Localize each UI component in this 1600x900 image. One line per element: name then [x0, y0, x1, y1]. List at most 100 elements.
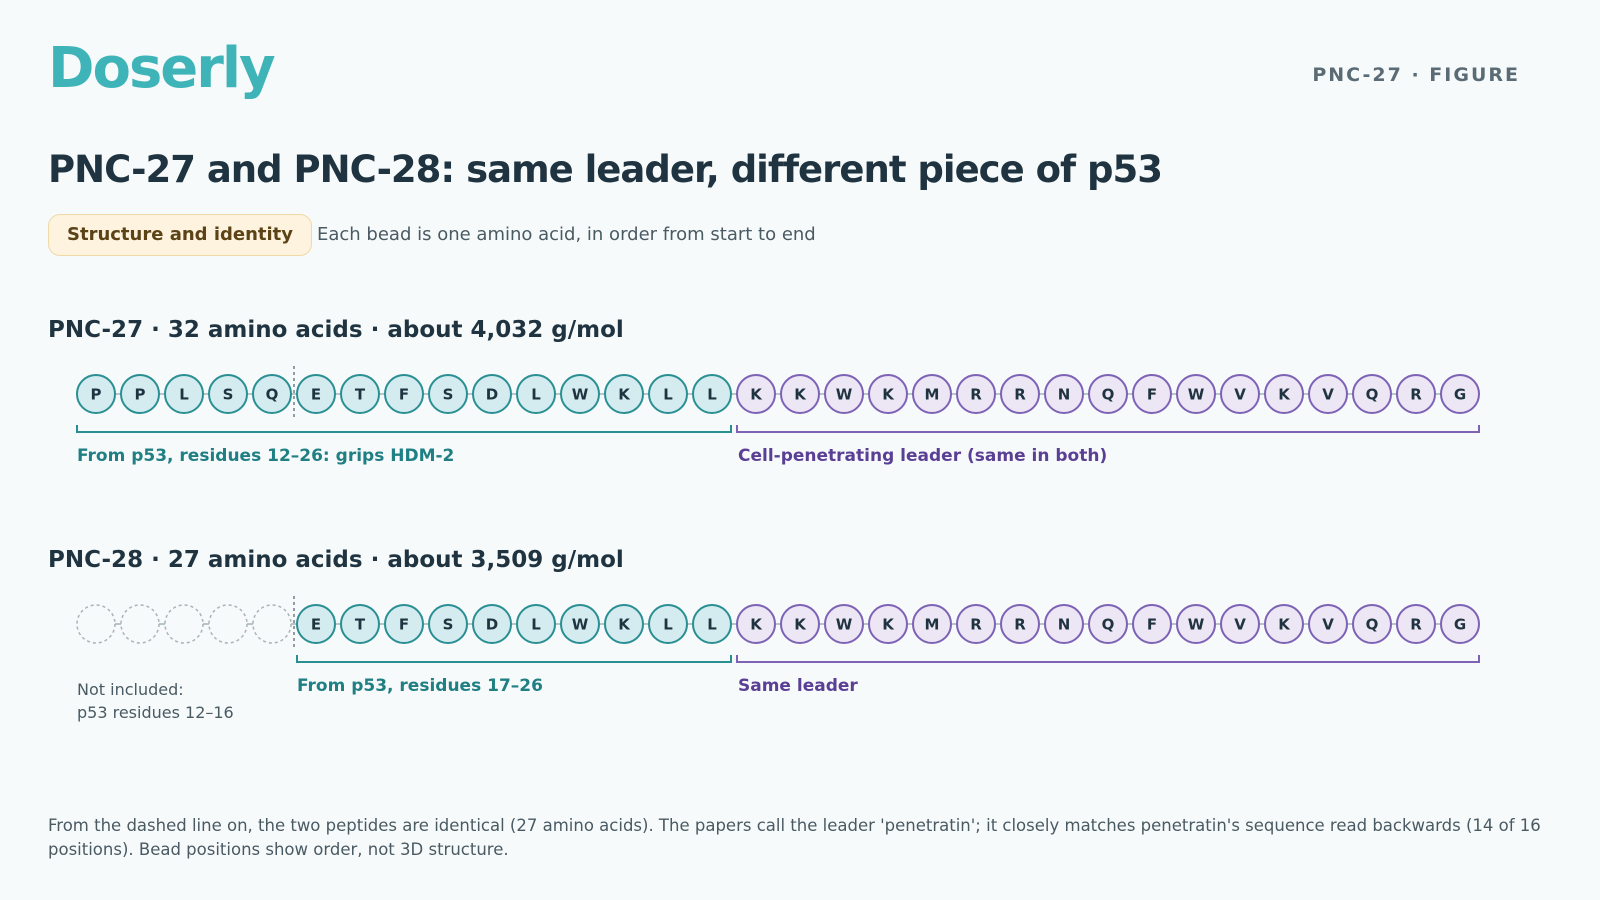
- pnc27-p53-bead: L: [164, 374, 204, 414]
- pnc27-leader-bead: Q: [1352, 374, 1392, 414]
- pnc27-bead-letter: K: [750, 386, 763, 404]
- pnc28-leader-bead: V: [1220, 604, 1260, 644]
- pnc28-p53-bracket: [296, 655, 732, 663]
- pnc27-leader-bead: N: [1044, 374, 1084, 414]
- pnc27-p53-bead: W: [560, 374, 600, 414]
- pnc28-bead-letter: Q: [1366, 616, 1379, 634]
- pnc28-missing-bead: [208, 604, 248, 644]
- pnc27-leader-bead: F: [1132, 374, 1172, 414]
- pnc27-heading: PNC-27 · 32 amino acids · about 4,032 g/…: [48, 317, 624, 343]
- pnc27-bead-letter: F: [1147, 386, 1157, 404]
- pnc27-bead-letter: L: [179, 386, 189, 404]
- pnc27-p53-bracket: [76, 425, 732, 433]
- pnc27-p53-bead: T: [340, 374, 380, 414]
- pnc27-bead-letter: D: [486, 386, 498, 404]
- pnc28-leader-bead: V: [1308, 604, 1348, 644]
- pnc28-bead-letter: K: [882, 616, 895, 634]
- pnc27-bead-letter: R: [970, 386, 982, 404]
- pnc28-bead-letter: N: [1058, 616, 1071, 634]
- pnc28-bead-letter: F: [399, 616, 409, 634]
- pnc28-bead-letter: K: [618, 616, 631, 634]
- pnc28-p53-bead: L: [692, 604, 732, 644]
- pnc28-missing-note-line1: Not included:: [77, 680, 184, 699]
- pnc28-missing-bead: [164, 604, 204, 644]
- pnc27-bead-letter: Q: [1366, 386, 1379, 404]
- pnc28-heading: PNC-28 · 27 amino acids · about 3,509 g/…: [48, 547, 624, 573]
- pnc28-leader-bead: K: [780, 604, 820, 644]
- pnc28-bead-letter: W: [1188, 616, 1205, 634]
- pnc27-leader-bead: W: [824, 374, 864, 414]
- pnc27-bead-letter: S: [223, 386, 234, 404]
- pnc27-bead-letter: V: [1234, 386, 1246, 404]
- pnc27-bead-letter: W: [836, 386, 853, 404]
- pnc28-missing-note-line2: p53 residues 12–16: [77, 703, 234, 722]
- pnc28-leader-bead: W: [824, 604, 864, 644]
- pnc27-bead-letter: K: [794, 386, 807, 404]
- pnc27-leader-bead: R: [1000, 374, 1040, 414]
- pnc28-bead-letter: R: [1410, 616, 1422, 634]
- pnc28-p53-bead: D: [472, 604, 512, 644]
- figure-label: PNC-27 · FIGURE: [1312, 64, 1520, 86]
- pnc28-leader-label: Same leader: [738, 676, 858, 696]
- pnc27-leader-bead: V: [1220, 374, 1260, 414]
- footnote: From the dashed line on, the two peptide…: [48, 816, 1541, 859]
- pnc28-bead-letter: F: [1147, 616, 1157, 634]
- pnc27-p53-bead: S: [428, 374, 468, 414]
- pnc27-leader-bead: R: [1396, 374, 1436, 414]
- pnc27-bead-letter: Q: [1102, 386, 1115, 404]
- pnc27-p53-bead: Q: [252, 374, 292, 414]
- pnc27-bead-letter: L: [663, 386, 673, 404]
- pnc28-bead-letter: S: [443, 616, 454, 634]
- pnc27-bead-letter: P: [91, 386, 102, 404]
- pnc27-bead-letter: R: [1410, 386, 1422, 404]
- pnc28-leader-bead: R: [1000, 604, 1040, 644]
- pnc28-bead-letter: Q: [1102, 616, 1115, 634]
- pnc28-missing-bead: [252, 604, 292, 644]
- pnc28-p53-bead: L: [516, 604, 556, 644]
- pnc27-p53-bead: L: [692, 374, 732, 414]
- pnc27-p53-bead: E: [296, 374, 336, 414]
- pnc27-p53-bead: P: [120, 374, 160, 414]
- pnc27-bead-letter: K: [1278, 386, 1291, 404]
- pnc27-bead-letter: K: [882, 386, 895, 404]
- pnc28-bead-letter: K: [1278, 616, 1291, 634]
- pnc28-leader-bead: Q: [1088, 604, 1128, 644]
- pnc27-bead-letter: S: [443, 386, 454, 404]
- pnc27-p53-bead: L: [648, 374, 688, 414]
- pnc28-leader-bead: Q: [1352, 604, 1392, 644]
- pnc28-leader-bead: R: [1396, 604, 1436, 644]
- pnc28-bead-letter: V: [1322, 616, 1334, 634]
- pnc28-p53-bead: W: [560, 604, 600, 644]
- pnc28-leader-bead: R: [956, 604, 996, 644]
- pnc28-leader-bead: W: [1176, 604, 1216, 644]
- pnc27-p53-bead: K: [604, 374, 644, 414]
- pnc27-leader-bead: K: [868, 374, 908, 414]
- pnc28-leader-bead: M: [912, 604, 952, 644]
- pnc28-bead-letter: L: [707, 616, 717, 634]
- pnc27-leader-bracket: [736, 425, 1480, 433]
- pnc27-leader-bead: K: [1264, 374, 1304, 414]
- pnc27-leader-bead: M: [912, 374, 952, 414]
- pnc27-leader-label: Cell-penetrating leader (same in both): [738, 446, 1108, 466]
- pnc27-bead-letter: L: [531, 386, 541, 404]
- pnc27-leader-bead: G: [1440, 374, 1480, 414]
- pnc28-missing-note: Not included: p53 residues 12–16: [77, 678, 267, 724]
- pnc27-p53-bead: S: [208, 374, 248, 414]
- pnc28-p53-label: From p53, residues 17–26: [297, 676, 543, 696]
- pnc28-bead-letter: W: [836, 616, 853, 634]
- pnc27-bead-letter: V: [1322, 386, 1334, 404]
- pnc27-bead-letter: F: [399, 386, 409, 404]
- pnc28-bead-letter: K: [794, 616, 807, 634]
- pnc27-leader-bead: K: [736, 374, 776, 414]
- pnc28-leader-bead: K: [868, 604, 908, 644]
- pnc28-p53-bead: T: [340, 604, 380, 644]
- pnc28-bead-letter: R: [1014, 616, 1026, 634]
- pnc28-missing-bead: [120, 604, 160, 644]
- pnc27-leader-bead: K: [780, 374, 820, 414]
- pnc28-p53-bead: F: [384, 604, 424, 644]
- pnc28-bead-letter: L: [531, 616, 541, 634]
- pnc28-leader-bead: K: [1264, 604, 1304, 644]
- pnc27-p53-bead: D: [472, 374, 512, 414]
- pnc27-bead-letter: T: [355, 386, 366, 404]
- pnc28-p53-bead: S: [428, 604, 468, 644]
